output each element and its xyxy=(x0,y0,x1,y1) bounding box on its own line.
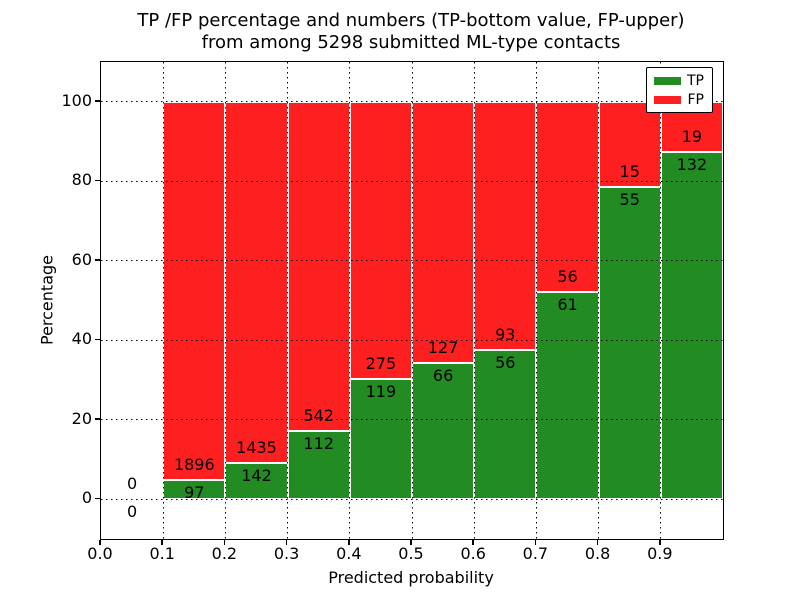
x-tick-mark xyxy=(410,539,412,545)
bar-tp-segment xyxy=(163,479,226,500)
tp-legend-label: TP xyxy=(687,72,704,89)
plot-area: 0 0 1896 97 1435 142 542 112 275 119 127 66 93 56 56 61… xyxy=(100,61,724,540)
y-tick-mark xyxy=(95,338,100,340)
bar-tp-segment xyxy=(660,151,723,500)
y-tick-mark xyxy=(95,497,100,499)
x-tick-mark xyxy=(285,539,288,545)
tp-count-label: 56 xyxy=(495,352,516,372)
y-tick-label: 20 xyxy=(71,408,92,428)
fp-count-label: 93 xyxy=(495,324,516,344)
legend-item-tp: TP xyxy=(654,74,704,88)
y-tick-label: 100 xyxy=(61,90,92,110)
v-gridline xyxy=(473,62,475,539)
x-axis-label: Predicted probability xyxy=(328,568,494,587)
tp-count-label: 61 xyxy=(557,295,578,314)
bar-fp-segment xyxy=(412,101,475,364)
fp-legend-swatch xyxy=(654,95,681,104)
chart-title: TP /FP percentage and numbers (TP-bottom… xyxy=(100,10,722,54)
x-tick-label: 0.1 xyxy=(149,544,175,563)
x-tick-label: 0.0 xyxy=(87,544,113,563)
fp-count-label: 542 xyxy=(303,406,334,426)
y-tick-label: 60 xyxy=(71,249,92,269)
chart-title-line2: from among 5298 submitted ML-type contac… xyxy=(201,32,621,53)
fp-count-label: 19 xyxy=(681,126,703,146)
fp-count-label: 127 xyxy=(427,338,459,358)
v-gridline xyxy=(349,62,351,539)
h-gridline xyxy=(101,419,723,421)
tp-count-label: 97 xyxy=(184,482,205,502)
chart-title-line1: TP /FP percentage and numbers (TP-bottom… xyxy=(137,10,685,31)
bar-tp-segment xyxy=(412,363,475,500)
v-gridline xyxy=(162,62,164,539)
v-gridline xyxy=(535,62,537,539)
tp-count-label: 55 xyxy=(619,189,640,209)
fp-count-label: 56 xyxy=(557,267,578,286)
bar-fp-segment xyxy=(225,101,288,464)
bar-fp-segment xyxy=(287,101,350,432)
v-gridline xyxy=(660,62,662,539)
h-gridline xyxy=(101,339,723,341)
x-tick-mark xyxy=(472,539,474,545)
h-gridline xyxy=(101,180,723,182)
tp-count-label: 132 xyxy=(676,154,708,174)
bar-tp-segment xyxy=(349,379,412,500)
x-tick-mark xyxy=(348,539,350,545)
y-tick-mark xyxy=(95,179,100,181)
x-tick-label: 0.8 xyxy=(584,544,611,563)
fp-count-label: 1896 xyxy=(173,454,215,474)
v-gridline xyxy=(598,62,600,539)
v-gridline xyxy=(287,62,289,539)
fp-count-label: 0 xyxy=(127,474,138,494)
bar-tp-segment xyxy=(474,349,537,500)
tp-count-label: 66 xyxy=(432,366,454,386)
x-tick-mark xyxy=(99,539,101,545)
bar-tp-segment xyxy=(536,292,599,500)
tp-legend-swatch xyxy=(654,76,681,85)
x-tick-label: 0.9 xyxy=(647,544,673,563)
tp-count-label: 0 xyxy=(127,502,138,522)
x-tick-mark xyxy=(223,539,226,545)
x-tick-label: 0.6 xyxy=(460,544,486,563)
v-gridline xyxy=(224,62,226,539)
y-tick-label: 0 xyxy=(81,488,92,508)
tp-count-label: 119 xyxy=(365,382,397,402)
fp-legend-label: FP xyxy=(687,91,705,108)
h-gridline xyxy=(101,498,723,500)
bar-tp-segment xyxy=(287,431,350,500)
h-gridline xyxy=(101,260,723,262)
bar-tp-segment xyxy=(225,463,288,500)
v-gridline xyxy=(411,62,413,539)
y-tick-mark xyxy=(95,418,100,420)
legend-item-fp: FP xyxy=(654,93,704,107)
x-tick-mark xyxy=(659,539,661,545)
x-tick-label: 0.2 xyxy=(211,544,238,563)
h-gridline xyxy=(101,101,723,103)
y-tick-mark xyxy=(95,259,100,261)
legend: TP FP xyxy=(646,67,713,113)
x-tick-mark xyxy=(161,539,163,545)
tp-count-label: 142 xyxy=(241,466,272,486)
fp-count-label: 1435 xyxy=(236,438,277,458)
x-tick-label: 0.7 xyxy=(522,544,549,563)
fp-count-label: 275 xyxy=(365,354,397,374)
x-tick-mark xyxy=(596,539,599,545)
bar-fp-segment xyxy=(474,101,537,350)
x-tick-label: 0.4 xyxy=(336,544,362,563)
y-tick-mark xyxy=(95,100,100,102)
x-tick-label: 0.3 xyxy=(273,544,300,563)
x-tick-mark xyxy=(534,539,537,545)
y-tick-label: 40 xyxy=(71,329,92,349)
tp-count-label: 112 xyxy=(303,434,334,454)
fp-count-label: 15 xyxy=(619,161,640,181)
bar-fp-segment xyxy=(536,101,599,292)
bar-tp-segment xyxy=(598,186,661,500)
bar-fp-segment xyxy=(163,101,226,480)
bar-fp-segment xyxy=(349,101,412,380)
y-tick-label: 80 xyxy=(71,170,92,190)
bar-fp-segment xyxy=(598,101,661,187)
x-tick-label: 0.5 xyxy=(398,544,424,563)
